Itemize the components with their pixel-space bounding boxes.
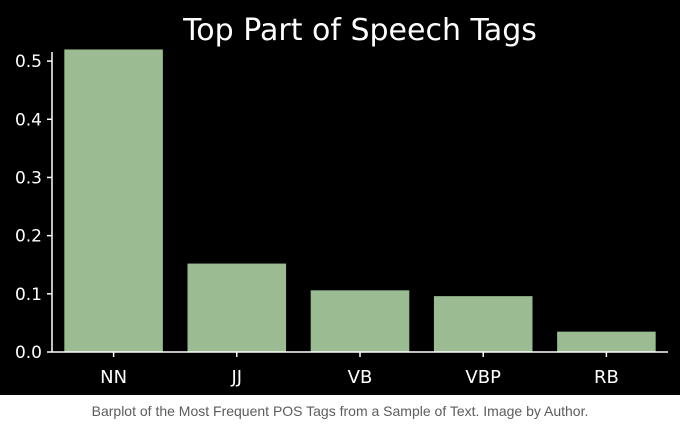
chart-figure: Top Part of Speech Tags NN JJ VB VBP RB 0.0 0.1… — [0, 0, 680, 395]
bar-vbp — [433, 296, 533, 352]
y-tick-label-5: 0.5 — [15, 52, 42, 72]
x-tick-label-nn: NN — [100, 367, 127, 388]
bar-vb — [310, 290, 410, 352]
x-tick-label-jj: JJ — [230, 367, 242, 388]
y-tick-label-0: 0.0 — [15, 343, 42, 363]
bar-nn — [64, 49, 163, 353]
x-tick-label-vbp: VBP — [465, 367, 501, 388]
bar-jj — [187, 263, 287, 352]
y-tick-label-2: 0.2 — [15, 227, 42, 247]
y-tick-label-1: 0.1 — [15, 285, 42, 305]
chart-title: Top Part of Speech Tags — [182, 13, 537, 48]
bar-chart: Top Part of Speech Tags NN JJ VB VBP RB 0.0 0.1… — [15, 13, 668, 388]
x-tick-label-rb: RB — [594, 367, 619, 388]
y-tick-label-4: 0.4 — [15, 110, 42, 130]
x-tick-label-vb: VB — [348, 367, 373, 388]
figure-caption: Barplot of the Most Frequent POS Tags fr… — [91, 403, 589, 419]
y-tick-label-3: 0.3 — [15, 168, 42, 188]
bar-rb — [557, 331, 656, 352]
